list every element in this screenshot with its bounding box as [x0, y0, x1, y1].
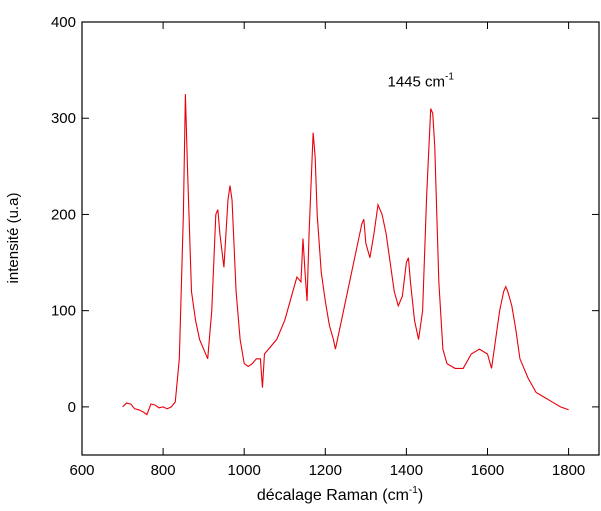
- x-tick-label: 1200: [309, 462, 342, 479]
- y-tick-label: 200: [51, 206, 76, 223]
- x-tick-label: 600: [69, 462, 94, 479]
- annotation-sup: -1: [445, 72, 454, 83]
- y-axis-label: intensité (u.a): [5, 193, 22, 284]
- y-tick-label: 400: [51, 14, 76, 31]
- annotation: 1445 cm-1: [387, 72, 454, 91]
- y-tick-label: 300: [51, 110, 76, 127]
- x-axis-label-text: décalage Raman (cm: [257, 487, 409, 504]
- x-tick-label: 1600: [471, 462, 504, 479]
- x-tick-label: 1400: [390, 462, 423, 479]
- x-tick-label: 1800: [552, 462, 585, 479]
- data-line: [122, 94, 569, 416]
- x-axis-label-end: ): [418, 487, 423, 504]
- y-tick-label: 100: [51, 303, 76, 320]
- annotation-text: 1445 cm: [387, 74, 445, 91]
- x-tick-label: 1000: [228, 462, 261, 479]
- x-tick-label: 800: [151, 462, 176, 479]
- x-axis-label-sup: -1: [409, 485, 418, 496]
- y-tick-label: 0: [68, 399, 76, 416]
- plot-frame: [81, 21, 600, 456]
- x-axis-label: décalage Raman (cm-1): [257, 485, 423, 504]
